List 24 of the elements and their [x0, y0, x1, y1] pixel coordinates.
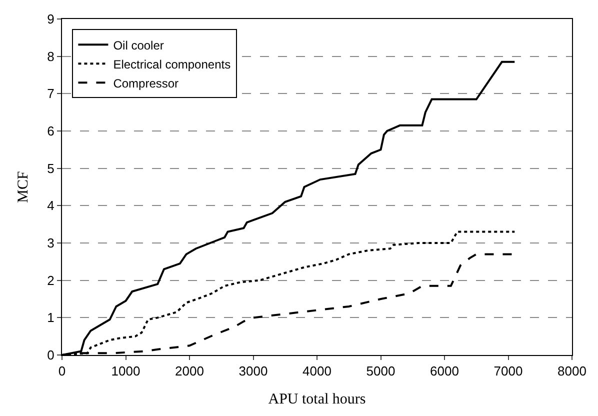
x-tick-label: 7000: [494, 364, 523, 379]
x-tick-label: 2000: [175, 364, 204, 379]
y-tick-label: 8: [47, 48, 54, 64]
x-tick-label: 4000: [302, 364, 332, 379]
y-tick-label: 9: [47, 12, 54, 27]
y-tick-label: 3: [47, 236, 54, 251]
x-tick-label: 8000: [558, 364, 586, 379]
y-tick-label: 1: [47, 310, 54, 326]
y-tick-label: 4: [47, 198, 54, 214]
y-axis-title: MCF: [15, 171, 32, 203]
legend-label: Oil cooler: [113, 38, 164, 52]
y-tick-label: 5: [47, 160, 54, 176]
x-tick-label: 3000: [238, 364, 268, 379]
x-tick-label: 0: [58, 364, 66, 379]
x-axis-title: APU total hours: [268, 392, 366, 408]
legend-label: Electrical components: [113, 57, 231, 72]
y-tick-label: 7: [47, 86, 54, 102]
x-tick-label: 5000: [366, 364, 396, 379]
legend-label: Compressor: [113, 76, 179, 90]
y-tick-label: 2: [47, 272, 54, 288]
y-tick-label: 6: [47, 124, 54, 139]
x-tick-label: 6000: [430, 364, 459, 379]
x-tick-label: 1000: [111, 364, 140, 379]
y-tick-label: 0: [47, 348, 54, 363]
